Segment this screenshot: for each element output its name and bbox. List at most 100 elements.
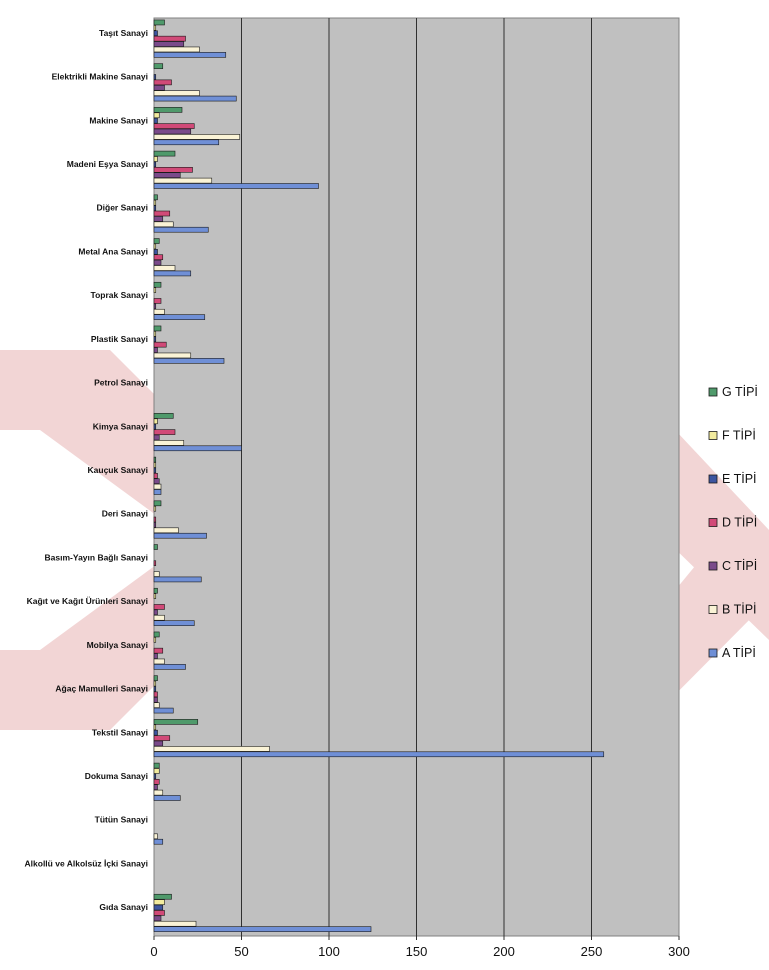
bar-d-ti̇pi̇ [153, 778, 160, 785]
bar-e-ti̇pi̇ [153, 904, 164, 911]
bar-e-ti̇pi̇ [153, 729, 158, 736]
category-label: Kauçuk Sanayi [88, 465, 148, 475]
category-label: Ağaç Mamulleri Sanayi [55, 684, 148, 694]
bar-d-ti̇pi̇ [153, 210, 171, 217]
bar-e-ti̇pi̇ [153, 773, 157, 780]
bar-b-ti̇pi̇ [153, 920, 197, 927]
bar-g-ti̇pi̇ [153, 238, 160, 244]
category-label: Dokuma Sanayi [85, 771, 148, 781]
bar-f-ti̇pi̇ [153, 156, 158, 162]
bar-a-ti̇pi̇ [153, 576, 202, 583]
bar-f-ti̇pi̇ [153, 899, 165, 905]
bar-d-ti̇pi̇ [153, 735, 171, 741]
bar-c-ti̇pi̇ [153, 347, 158, 353]
bar-a-ti̇pi̇ [153, 751, 605, 758]
x-tick-label: 100 [318, 944, 340, 959]
bar-e-ti̇pi̇ [153, 249, 158, 255]
x-tick-label: 200 [493, 944, 515, 959]
bar-d-ti̇pi̇ [153, 167, 193, 173]
bar-a-ti̇pi̇ [153, 52, 227, 58]
legend-swatch [708, 561, 718, 571]
bar-f-ti̇pi̇ [153, 199, 157, 206]
category-label: Makine Sanayi [89, 115, 148, 125]
bar-a-ti̇pi̇ [153, 95, 237, 102]
legend-swatch [708, 431, 718, 440]
bar-g-ti̇pi̇ [153, 631, 160, 638]
bar-f-ti̇pi̇ [153, 25, 157, 31]
bar-c-ti̇pi̇ [153, 434, 160, 441]
legend-swatch [708, 387, 718, 397]
bar-g-ti̇pi̇ [153, 719, 199, 725]
bar-c-ti̇pi̇ [153, 172, 181, 178]
bar-d-ti̇pi̇ [153, 341, 167, 348]
category-label: Metal Ana Sanayi [78, 246, 148, 256]
bar-g-ti̇pi̇ [153, 762, 160, 769]
bar-g-ti̇pi̇ [153, 413, 174, 419]
category-label: Toprak Sanayi [91, 290, 148, 300]
bar-c-ti̇pi̇ [153, 915, 162, 922]
legend: G TİPİ F TİPİ E TİPİ D TİPİ C TİPİ B TİPİ A Tİ… [708, 385, 758, 660]
bar-d-ti̇pi̇ [153, 604, 165, 610]
bar-e-ti̇pi̇ [153, 336, 157, 343]
bar-c-ti̇pi̇ [153, 259, 162, 266]
category-label: Madeni Eşya Sanayi [67, 159, 148, 169]
bar-f-ti̇pi̇ [153, 724, 157, 731]
bar-a-ti̇pi̇ [153, 139, 220, 146]
legend-swatch [708, 518, 718, 527]
bar-e-ti̇pi̇ [153, 686, 157, 692]
legend-label: F TİPİ [722, 429, 756, 443]
bar-f-ti̇pi̇ [153, 418, 158, 425]
bar-a-ti̇pi̇ [153, 314, 206, 320]
category-label: Petrol Sanayi [94, 378, 148, 388]
category-label: Taşıt Sanayi [99, 28, 148, 38]
bar-g-ti̇pi̇ [153, 500, 162, 507]
bar-f-ti̇pi̇ [153, 243, 157, 250]
bar-e-ti̇pi̇ [153, 161, 157, 168]
bar-b-ti̇pi̇ [153, 702, 160, 708]
bar-b-ti̇pi̇ [153, 571, 160, 577]
bar-f-ti̇pi̇ [153, 680, 157, 687]
legend-label: D TİPİ [722, 516, 757, 530]
bar-g-ti̇pi̇ [153, 675, 158, 681]
bar-f-ti̇pi̇ [153, 505, 157, 512]
bar-g-ti̇pi̇ [153, 63, 164, 69]
bar-d-ti̇pi̇ [153, 691, 158, 698]
bar-b-ti̇pi̇ [153, 440, 185, 446]
bar-a-ti̇pi̇ [153, 926, 372, 932]
bar-g-ti̇pi̇ [153, 893, 172, 900]
legend-label: E TİPİ [722, 472, 757, 486]
bar-g-ti̇pi̇ [153, 19, 165, 26]
x-tick-label: 50 [234, 944, 248, 959]
legend-label: B TİPİ [722, 603, 757, 617]
bar-c-ti̇pi̇ [153, 84, 165, 91]
bar-d-ti̇pi̇ [153, 647, 164, 654]
bar-a-ti̇pi̇ [153, 183, 319, 189]
x-axis-tick-labels: 0 50 100 150 200 250 300 [150, 944, 689, 959]
bar-c-ti̇pi̇ [153, 653, 158, 659]
bar-g-ti̇pi̇ [153, 587, 158, 594]
bar-d-ti̇pi̇ [153, 123, 195, 129]
category-label: Alkollü ve Alkolsüz İçki Sanayi [25, 858, 148, 868]
bar-c-ti̇pi̇ [153, 522, 157, 528]
category-label: Basım-Yayın Bağlı Sanayi [45, 552, 148, 562]
bar-c-ti̇pi̇ [153, 303, 157, 310]
bar-b-ti̇pi̇ [153, 833, 158, 840]
category-label: Kimya Sanayi [93, 421, 148, 431]
bar-d-ti̇pi̇ [153, 472, 158, 479]
bar-b-ti̇pi̇ [153, 177, 213, 184]
bar-a-ti̇pi̇ [153, 358, 225, 364]
legend-swatch [708, 474, 718, 484]
bar-g-ti̇pi̇ [153, 325, 162, 332]
category-label: Gıda Sanayi [99, 902, 148, 912]
bar-a-ti̇pi̇ [153, 664, 186, 670]
bar-b-ti̇pi̇ [153, 614, 165, 621]
bar-a-ti̇pi̇ [153, 270, 192, 277]
bar-e-ti̇pi̇ [153, 30, 158, 37]
bar-b-ti̇pi̇ [153, 789, 164, 796]
bar-c-ti̇pi̇ [153, 478, 160, 485]
legend-label: G TİPİ [722, 385, 758, 399]
bar-d-ti̇pi̇ [153, 254, 164, 261]
x-tick-label: 250 [581, 944, 603, 959]
bar-c-ti̇pi̇ [153, 740, 164, 747]
